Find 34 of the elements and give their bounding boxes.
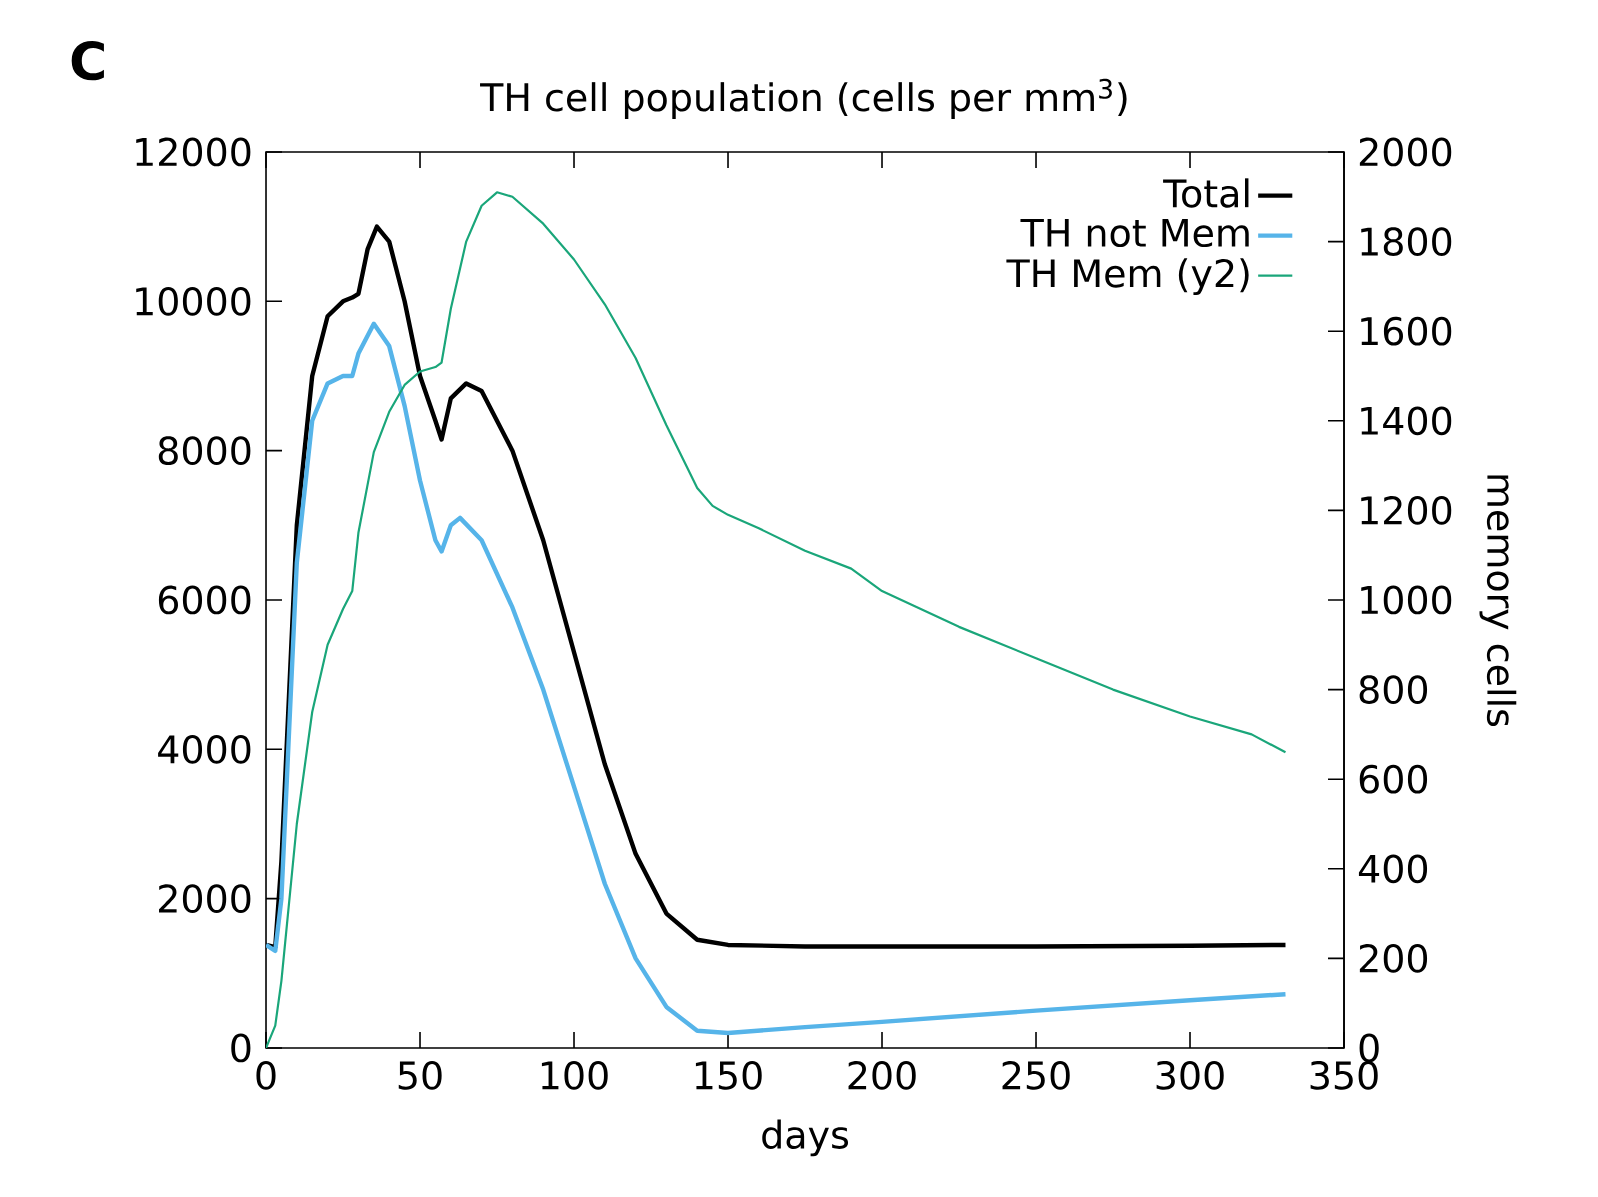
x-tick-label: 50 [398, 1061, 442, 1090]
chart-title: TH cell population (cells per mm$^{3}$) [480, 78, 1127, 119]
line-series [266, 321, 1288, 1036]
y2-tick-label: 1000 [1361, 585, 1452, 615]
x-tick-label: 0 [256, 1061, 276, 1090]
y2-tick-label: 400 [1358, 854, 1428, 884]
legend-label: TH Mem (y2) [1006, 258, 1249, 296]
text: C [71, 41, 104, 81]
y2-tick-label: 1200 [1361, 496, 1452, 525]
y-tick-label: 2000 [159, 884, 251, 914]
y2-tick-label: 800 [1359, 675, 1428, 704]
y2-tick-label: 1400 [1361, 406, 1452, 436]
y-tick-label: 6000 [158, 585, 251, 615]
x-tick-label: 150 [695, 1061, 762, 1090]
y-tick-label: 10000 [136, 286, 251, 316]
x-tick-label: 300 [1156, 1061, 1224, 1090]
legend-label: TH not Mem [1020, 218, 1249, 248]
y2-tick-label: 1600 [1361, 316, 1452, 346]
y2-tick-label: 200 [1359, 944, 1428, 973]
y2-tick-label: 1800 [1361, 227, 1452, 256]
y2-tick-label: 0 [1359, 1033, 1379, 1063]
x-axis-title: days [762, 1119, 849, 1157]
x-tick-label: 350 [1310, 1061, 1378, 1090]
x-tick-label: 250 [1002, 1061, 1070, 1090]
y2-tick-label: 600 [1359, 764, 1428, 794]
y-tick-label: 0 [231, 1033, 251, 1063]
y2-axis-title: memory cells [1479, 475, 1517, 727]
y2-tick-label: 2000 [1359, 137, 1452, 167]
x-tick-label: 100 [541, 1061, 608, 1090]
y-tick-label: 4000 [158, 734, 251, 764]
x-tick-label: 200 [848, 1061, 916, 1090]
y-tick-label: 8000 [158, 436, 251, 466]
legend-label: Total [1163, 178, 1249, 208]
y-tick-label: 12000 [136, 137, 251, 167]
